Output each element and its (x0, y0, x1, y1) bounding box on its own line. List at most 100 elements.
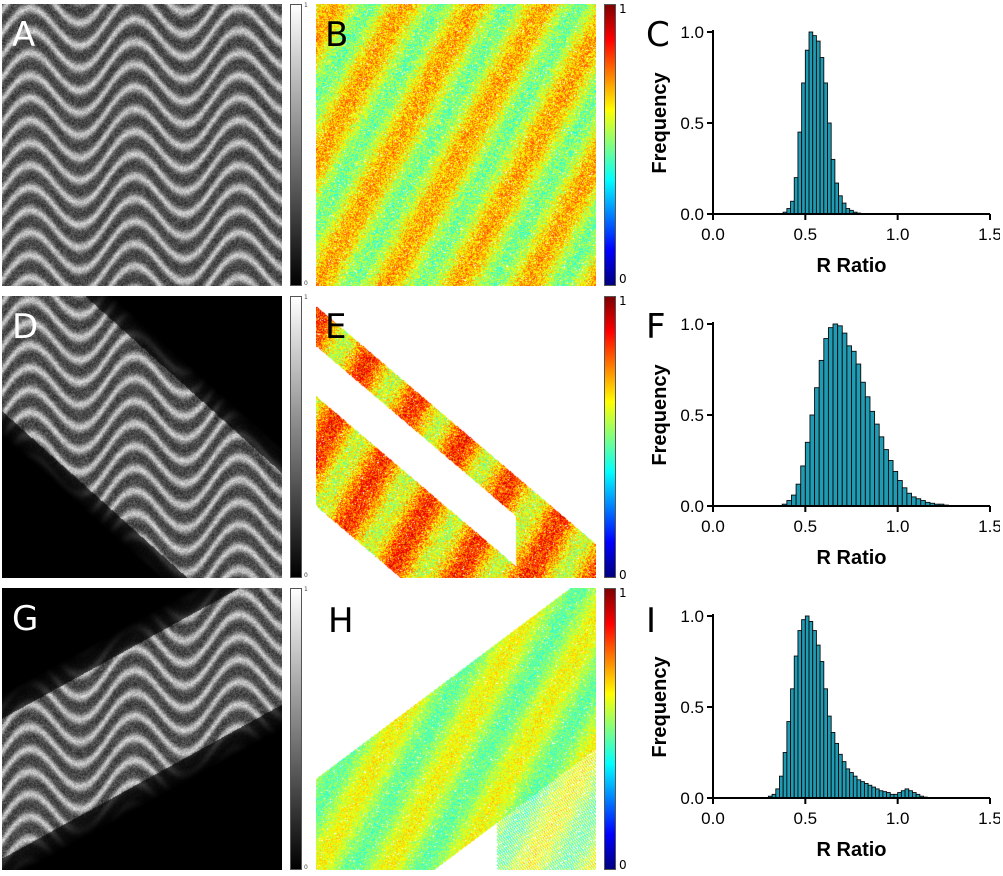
histogram-bars (782, 31, 862, 215)
x-tick-label: 1.5 (978, 517, 1000, 536)
histogram-bar (793, 655, 799, 799)
histogram-bar (841, 761, 847, 799)
histogram-bar (815, 644, 821, 799)
histogram-bar (846, 345, 852, 507)
jet-colorbar-3-max: 1 (619, 586, 627, 600)
histogram-bar (812, 35, 817, 215)
histogram-bars (767, 615, 928, 799)
panel-label-b: B (325, 15, 349, 55)
histogram-bar (797, 630, 803, 799)
histogram-bar (883, 449, 889, 507)
histogram-bar (782, 752, 788, 799)
histogram-bars (781, 323, 949, 507)
micrograph-g (2, 588, 282, 870)
x-tick-label: 0.0 (701, 517, 725, 536)
histogram-bar (915, 498, 922, 507)
grayscale-colorbar-1 (290, 4, 302, 286)
histogram-bar (775, 788, 780, 799)
ratio-map-h-image (316, 588, 596, 870)
histogram-bar (795, 483, 802, 507)
panel-label-g: G (12, 599, 39, 639)
jet-colorbar-2 (604, 296, 616, 578)
jet-colorbar-2-min: 0 (619, 568, 627, 582)
micrograph-g-image (2, 588, 282, 870)
y-tick-label: 1.0 (680, 23, 704, 42)
histogram-bar (906, 492, 912, 507)
histogram-bar (823, 338, 829, 507)
panel-label-a: A (12, 15, 36, 55)
histogram-bar (871, 786, 876, 799)
panel-label-e: E (325, 307, 347, 347)
x-tick-label: 1.5 (978, 225, 1000, 244)
histogram-bar (878, 436, 885, 507)
histogram-bar (786, 721, 792, 799)
y-tick-label: 1.0 (680, 607, 704, 626)
histogram-bar (809, 414, 816, 507)
micrograph-d-image (2, 296, 282, 578)
panel-label-d: D (12, 307, 39, 347)
histogram-bar (790, 200, 795, 215)
micrograph-a (2, 4, 282, 286)
histogram-i: 0.0 0.5 1.0 1.5 0.0 0.5 1.0 R Ratio Frequency (649, 607, 1000, 861)
histogram-bar (819, 57, 825, 215)
grayscale-colorbar-2-max: 1 (304, 294, 308, 301)
histogram-bar (869, 410, 876, 507)
grayscale-colorbar-2 (290, 296, 302, 578)
histogram-bar (791, 494, 797, 507)
histogram-bar (832, 323, 839, 507)
x-tick-label: 1.0 (886, 225, 910, 244)
histogram-bar (793, 177, 799, 215)
histogram-bar (827, 715, 832, 799)
histogram-bar (834, 182, 840, 215)
histogram-bar (808, 621, 814, 799)
y-tick-label: 0.5 (680, 114, 704, 133)
y-axis-label: Frequency (649, 72, 671, 174)
histogram-bar (812, 630, 817, 799)
histogram-bar (823, 82, 828, 215)
histogram-bar (874, 423, 880, 507)
y-tick-label: 0.0 (680, 497, 704, 516)
histogram-bar (814, 387, 820, 507)
x-tick-label: 0.0 (701, 225, 725, 244)
histogram-bar (875, 788, 880, 799)
jet-colorbar-3-min: 0 (619, 858, 627, 872)
ratio-map-e-image (316, 296, 596, 578)
histogram-bar (860, 781, 865, 799)
histogram-bar (849, 772, 854, 799)
x-tick-label: 0.5 (794, 225, 818, 244)
histogram-bar (804, 441, 811, 507)
histogram-bar (834, 742, 840, 799)
x-tick-label: 1.0 (886, 809, 910, 828)
grayscale-colorbar-1-min: 0 (304, 280, 308, 287)
histogram-bar (856, 779, 862, 799)
panel-label-i: I (646, 601, 657, 641)
histogram-bar (837, 325, 843, 507)
ratio-map-b (316, 4, 596, 286)
histogram-bar (815, 40, 821, 215)
y-tick-label: 0.0 (680, 789, 704, 808)
histogram-bar (904, 788, 910, 799)
histogram-bar (800, 465, 806, 507)
x-tick-label: 1.5 (978, 809, 1000, 828)
y-tick-label: 0.5 (680, 698, 704, 717)
grayscale-colorbar-3-max: 1 (304, 586, 308, 593)
histogram-bar (841, 332, 848, 507)
histogram-bar (900, 790, 906, 799)
histogram-bar (827, 122, 832, 215)
grayscale-colorbar-3 (290, 588, 302, 870)
histogram-bar (830, 158, 836, 215)
jet-colorbar-1-min: 0 (619, 272, 627, 286)
histogram-bar (838, 753, 843, 799)
histogram-bar (801, 619, 806, 799)
y-tick-label: 1.0 (680, 315, 704, 334)
jet-colorbar-1 (604, 4, 616, 286)
ratio-map-e (316, 296, 596, 578)
x-tick-label: 1.0 (886, 517, 910, 536)
x-tick-label: 0.5 (794, 809, 818, 828)
histogram-bar (901, 487, 908, 507)
ratio-map-h (316, 588, 596, 870)
histogram-bar (860, 381, 866, 507)
x-tick-label: 0.5 (794, 517, 818, 536)
jet-colorbar-2-max: 1 (619, 294, 627, 308)
histogram-bar (790, 688, 795, 799)
